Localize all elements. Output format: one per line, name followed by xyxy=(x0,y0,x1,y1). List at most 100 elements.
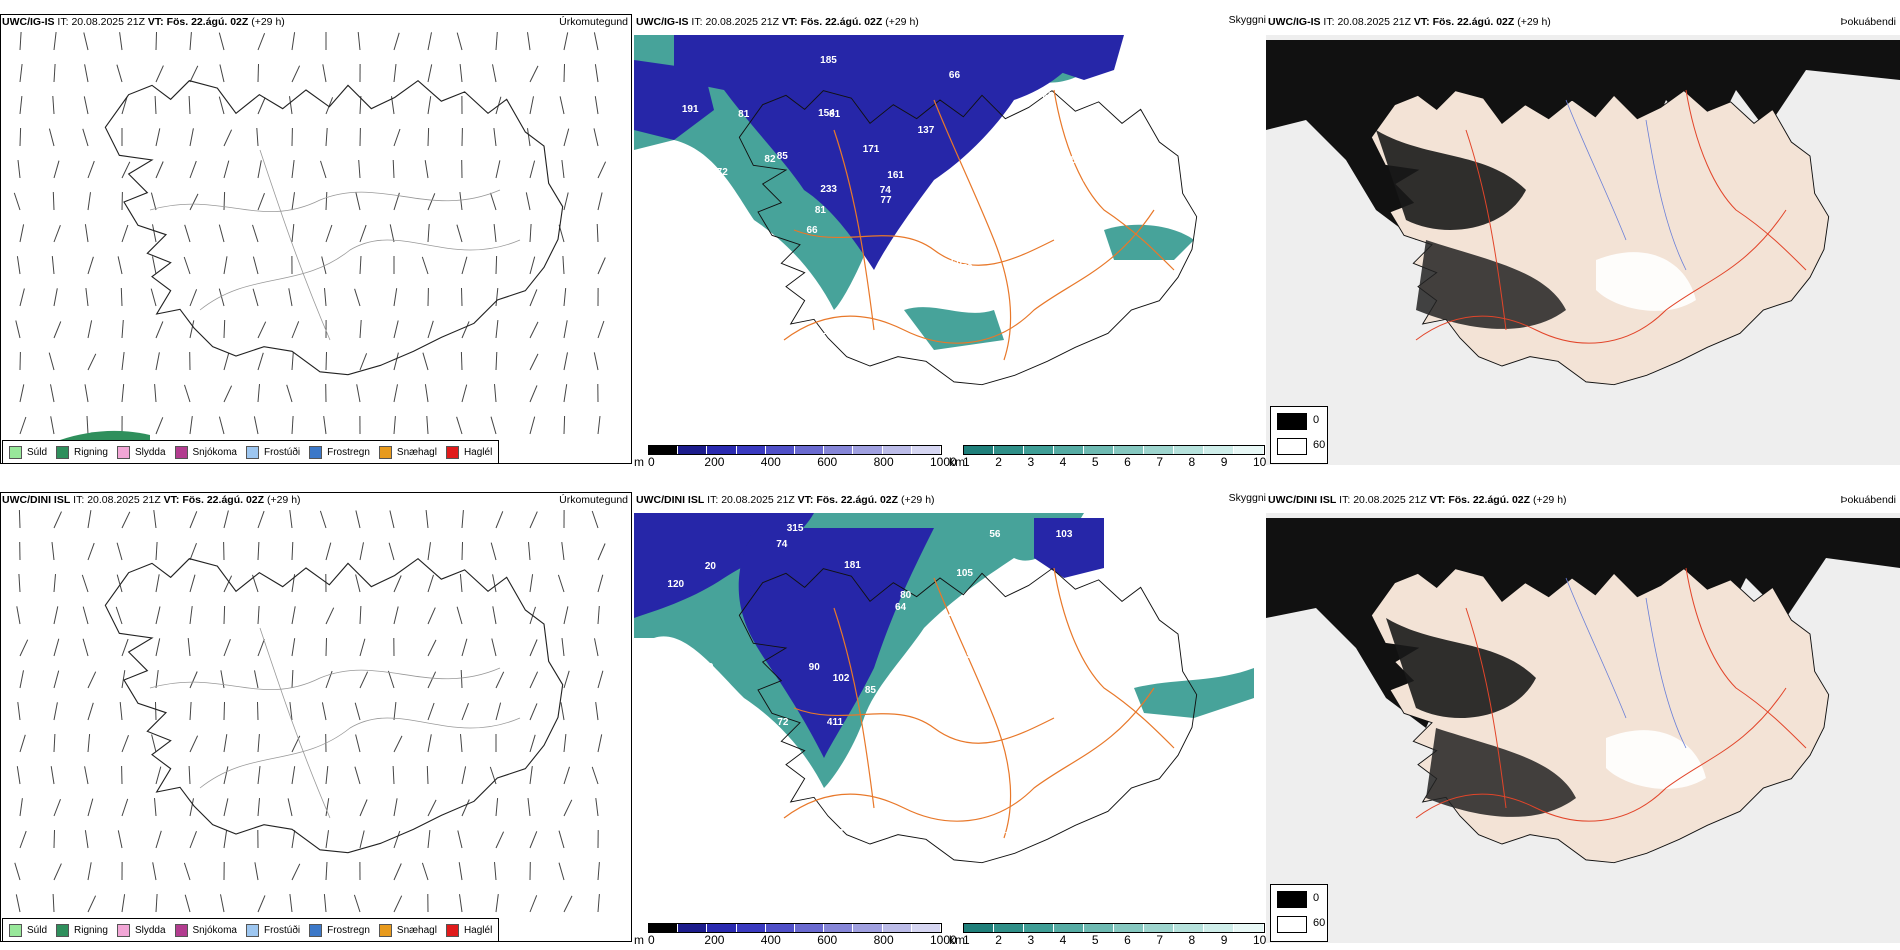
scale-swatch xyxy=(964,924,994,932)
wind-barb xyxy=(359,638,366,657)
wind-barb xyxy=(19,64,23,83)
cloud-base-label: 74 xyxy=(776,538,788,550)
wind-barb xyxy=(291,830,296,849)
wind-barb xyxy=(291,863,301,881)
scale-colorbar xyxy=(648,445,942,455)
cloud-vis-panel-bottom: UWC/DINI ISL IT: 20.08.2025 21Z VT: Fös.… xyxy=(634,488,1266,950)
precip-legend-label: Snjókoma xyxy=(192,924,237,936)
wind-barb xyxy=(16,256,21,275)
wind-barb xyxy=(189,320,195,339)
wind-barb xyxy=(115,606,123,625)
wind-barb xyxy=(494,862,497,881)
cloud-base-label: 85 xyxy=(776,151,788,163)
wind-barb xyxy=(223,639,231,657)
precip-legend-item: Snjókoma xyxy=(174,923,237,937)
wind-barb xyxy=(155,893,158,913)
cloud-base-label: 102 xyxy=(723,328,740,340)
wind-barb xyxy=(87,862,92,881)
wind-barb xyxy=(525,192,531,211)
wind-barb xyxy=(189,543,197,561)
scale-swatch xyxy=(911,924,942,932)
wind-barb xyxy=(223,605,226,625)
wind-barb xyxy=(291,606,296,625)
wind-barb xyxy=(427,574,434,593)
cloud-base-label: 98 xyxy=(929,874,941,886)
wind-barb xyxy=(359,319,362,339)
wind-barb xyxy=(257,510,265,529)
precip-legend-swatch xyxy=(56,923,70,937)
scale-swatch xyxy=(765,446,796,454)
wind-barb xyxy=(393,416,396,435)
wind-barb xyxy=(218,32,225,51)
cloud-base-label: 71 xyxy=(707,792,720,804)
wind-barb xyxy=(495,702,502,721)
wind-barb xyxy=(458,862,463,881)
precip-legend-label: Frostregn xyxy=(327,924,370,936)
wind-barb xyxy=(356,384,361,403)
wind-barb xyxy=(84,830,89,849)
wind-barb xyxy=(393,863,402,881)
cloud-base-label: 362 xyxy=(1071,672,1088,684)
scale-tick-label: 6 xyxy=(1124,933,1131,947)
cloud-base-label: 102 xyxy=(832,672,850,684)
wind-barb xyxy=(50,384,55,403)
scale-tick-label: 1 xyxy=(963,933,970,947)
cloud-base-label: 51 xyxy=(727,348,739,360)
wind-barb xyxy=(563,766,570,785)
precip-legend-label: Haglél xyxy=(463,924,493,936)
wind-barb xyxy=(151,734,157,753)
scale-swatch xyxy=(882,924,912,932)
wind-barb xyxy=(461,256,468,275)
wind-barb xyxy=(120,287,123,307)
precip-legend-swatch xyxy=(9,923,22,937)
wind-barb xyxy=(461,384,468,403)
wind-barb xyxy=(291,65,301,83)
wind-barb xyxy=(119,32,123,51)
wind-barb xyxy=(353,894,361,913)
cloud-base-label: 58 xyxy=(921,260,933,272)
wind-barb xyxy=(325,637,327,657)
wind-barb xyxy=(219,64,225,83)
wind-barb xyxy=(461,766,467,785)
wind-barb xyxy=(53,32,57,51)
precip-legend-item: Frostúði xyxy=(245,445,300,459)
cloud-base-label: 91 xyxy=(912,343,924,355)
precip-legend-item: Haglél xyxy=(445,445,492,459)
cloud-base-label: 52 xyxy=(688,700,700,712)
wind-barb xyxy=(460,669,463,689)
precip-type-panel-bottom: UWC/DINI ISL IT: 20.08.2025 21Z VT: Fös.… xyxy=(0,488,632,950)
wind-barb xyxy=(257,766,261,785)
cloud-base-label: 144 xyxy=(657,399,675,411)
wind-barb xyxy=(289,702,293,721)
cloud-base-label: 108 xyxy=(865,400,883,412)
cloud-base-label: 81 xyxy=(829,108,841,120)
wind-barb xyxy=(87,353,97,371)
wind-barb xyxy=(597,574,604,593)
scale-tick-label: 200 xyxy=(704,455,725,469)
wind-barb xyxy=(223,352,230,371)
precip-legend: Súld Rigning Slydda Snjókoma Frostúði Frostre… xyxy=(2,918,500,942)
precip-legend-swatch xyxy=(445,445,459,459)
cloud-base-label: 72 xyxy=(716,167,728,179)
wind-barb xyxy=(18,509,21,529)
wind-barb xyxy=(82,606,89,625)
fog-legend-high-label: 60 xyxy=(1313,439,1326,451)
wind-barb xyxy=(597,605,600,625)
wind-barb xyxy=(461,799,470,817)
wind-barb xyxy=(490,416,497,435)
wind-barb xyxy=(155,352,160,371)
wind-barb xyxy=(189,416,193,435)
wind-barb xyxy=(252,224,259,243)
wind-barb xyxy=(461,638,468,657)
scale-tick-label: 400 xyxy=(760,455,781,469)
scale-tick-label: 600 xyxy=(817,455,838,469)
wind-barb xyxy=(184,894,191,913)
wind-barb xyxy=(51,256,55,275)
wind-barb xyxy=(393,798,398,817)
wind-barb xyxy=(354,702,361,721)
panel-header: UWC/IG-IS IT: 20.08.2025 21Z VT: Fös. 22… xyxy=(2,16,285,28)
wind-barb xyxy=(121,319,124,339)
cloud-base-label: 322 xyxy=(1082,174,1100,186)
wind-barb xyxy=(322,64,327,83)
wind-barb xyxy=(392,765,395,785)
